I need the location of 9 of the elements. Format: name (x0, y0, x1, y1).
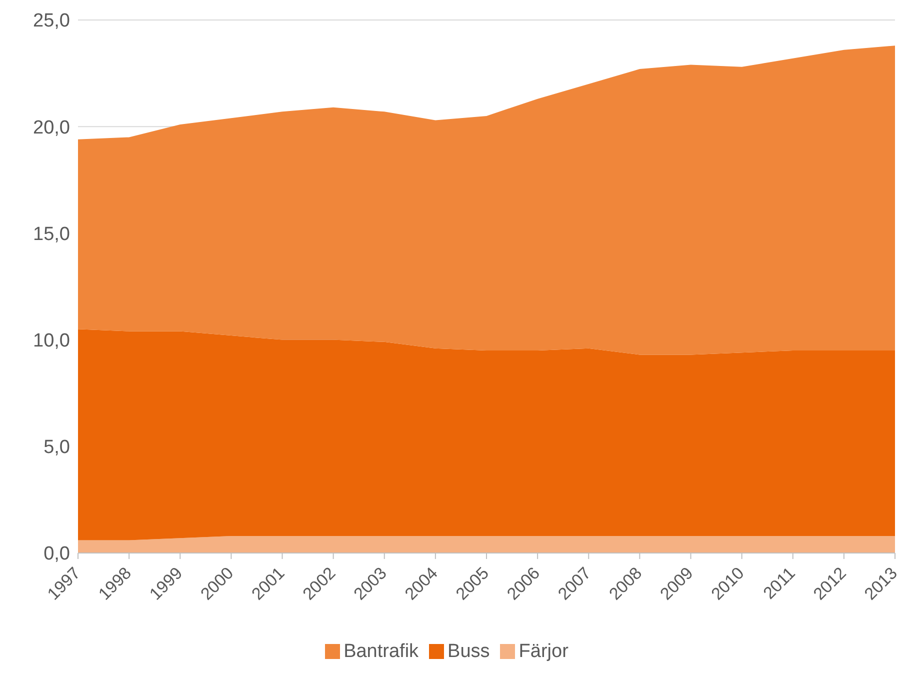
y-tick-label: 5,0 (44, 437, 70, 458)
y-tick-label: 15,0 (33, 224, 70, 245)
legend-label: Färjor (518, 641, 568, 662)
y-tick-label: 20,0 (33, 117, 70, 138)
legend-label: Bantrafik (344, 641, 419, 662)
y-tick-label: 10,0 (33, 330, 70, 352)
y-tick-label: 0,0 (44, 544, 70, 565)
y-tick-label: 25,0 (33, 10, 70, 32)
legend-label: Buss (448, 641, 490, 662)
